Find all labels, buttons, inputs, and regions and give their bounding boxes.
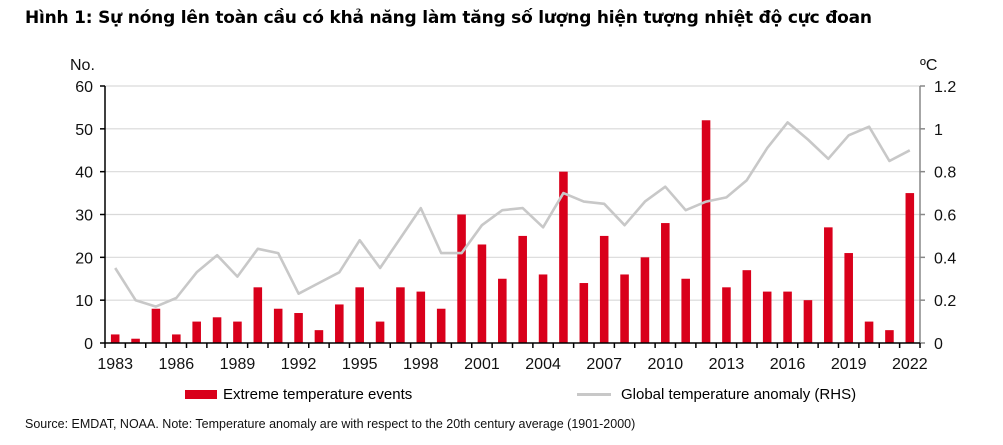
- bar-1984: [131, 338, 140, 343]
- x-tick-label: 2019: [831, 356, 867, 373]
- bar-1986: [172, 334, 181, 343]
- bar-2019: [844, 253, 853, 343]
- x-tick-label: 2007: [586, 356, 622, 373]
- x-tick-label: 1992: [281, 356, 317, 373]
- y-tick-label-right: 0.6: [934, 208, 956, 225]
- bar-1988: [212, 317, 222, 343]
- bar-2009: [640, 257, 650, 343]
- y-tick-label-left: 40: [75, 165, 93, 182]
- x-tick-label: 1995: [342, 356, 378, 373]
- legend-swatch-line: [577, 393, 611, 396]
- line-series-temperature-anomaly: [114, 121, 911, 308]
- bar-1992: [294, 313, 303, 343]
- y-tick-label-right: 0.8: [934, 165, 956, 182]
- bar-1996: [375, 321, 385, 343]
- legend-label-extreme-events: Extreme temperature events: [223, 386, 413, 403]
- bar-1994: [335, 304, 344, 343]
- bar-2018: [824, 227, 833, 343]
- legend: Extreme temperature events Global temper…: [185, 386, 885, 408]
- source-note: Source: EMDAT, NOAA. Note: Temperature a…: [25, 417, 636, 431]
- y-tick-label-right: 1: [934, 122, 943, 139]
- bar-2021: [885, 330, 894, 343]
- y-tick-label-left: 30: [75, 208, 93, 225]
- legend-swatch-bar: [185, 390, 217, 399]
- bar-1987: [192, 321, 201, 343]
- legend-label-temperature-anomaly: Global temperature anomaly (RHS): [621, 386, 857, 403]
- y-axis-left-label: No.: [70, 57, 95, 74]
- y-tick-label-right: 0.4: [934, 250, 956, 267]
- bar-1999: [436, 308, 446, 343]
- x-tick-label: 2010: [648, 356, 684, 373]
- bar-2016: [783, 291, 792, 343]
- legend-item-extreme-events: Extreme temperature events: [185, 386, 412, 403]
- bar-2004: [538, 274, 548, 343]
- bar-2013: [722, 287, 731, 343]
- y-tick-label-left: 50: [75, 122, 93, 139]
- x-tick-label: 2004: [525, 356, 561, 373]
- bar-2008: [620, 274, 629, 343]
- gridlines: [105, 85, 920, 301]
- bar-1997: [396, 287, 405, 343]
- axes: 0 10 20 30 40 50 60 0 0.2 0.4 0.6 0.8 1 1.2 1983 1986 19…: [75, 79, 956, 373]
- x-tick-label: 1983: [97, 356, 133, 373]
- bar-2003: [518, 235, 527, 343]
- bar-1998: [416, 291, 426, 343]
- bar-2017: [803, 300, 813, 343]
- bar-2022: [905, 193, 915, 343]
- bar-2010: [661, 223, 670, 343]
- bar-1983: [110, 334, 120, 343]
- y-tick-label-left: 0: [84, 336, 93, 353]
- temperature-anomaly-line: [114, 121, 911, 308]
- bar-2002: [498, 278, 507, 343]
- y-axis-right-label: ºC: [920, 57, 937, 74]
- bar-2020: [864, 321, 874, 343]
- bar-1993: [314, 330, 324, 343]
- bar-1990: [253, 287, 263, 343]
- x-tick-label: 1986: [159, 356, 195, 373]
- y-tick-label-left: 10: [75, 293, 93, 310]
- bar-2006: [579, 283, 589, 343]
- x-tick-label: 1998: [403, 356, 439, 373]
- bar-1985: [151, 308, 161, 343]
- bar-2007: [599, 235, 609, 343]
- bar-2000: [457, 214, 466, 343]
- y-tick-label-left: 20: [75, 250, 93, 267]
- x-tick-label: 2001: [464, 356, 500, 373]
- legend-item-temperature-anomaly: Global temperature anomaly (RHS): [577, 386, 856, 403]
- bar-1989: [233, 321, 242, 343]
- bar-2011: [681, 278, 690, 343]
- y-tick-label-left: 60: [75, 79, 93, 96]
- bar-2012: [701, 120, 711, 344]
- x-tick-label: 2013: [709, 356, 745, 373]
- x-tick-label: 2016: [770, 356, 806, 373]
- y-tick-label-right: 0.2: [934, 293, 956, 310]
- bar-1995: [355, 287, 364, 343]
- bar-2014: [742, 270, 752, 343]
- bar-2015: [762, 291, 772, 343]
- bar-1991: [273, 308, 283, 343]
- x-tick-label: 1989: [220, 356, 256, 373]
- bar-2001: [477, 244, 487, 343]
- y-tick-label-right: 0: [934, 336, 943, 353]
- x-tick-label: 2022: [892, 356, 928, 373]
- chart-title: Hình 1: Sự nóng lên toàn cầu có khả năng…: [25, 8, 872, 28]
- bar-2005: [559, 171, 568, 343]
- y-tick-label-right: 1.2: [934, 79, 956, 96]
- bar-series-extreme-events: [110, 120, 915, 344]
